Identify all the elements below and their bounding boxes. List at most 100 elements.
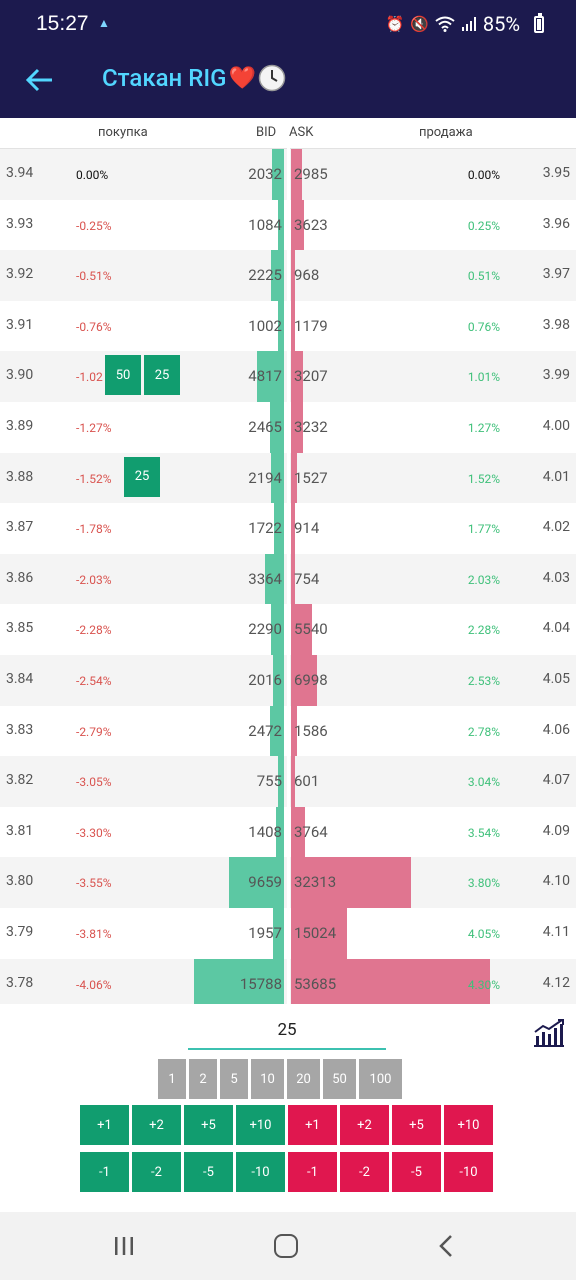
bid-price: 3.86	[6, 569, 34, 586]
ask-volume-bar	[291, 351, 303, 402]
bid-price: 3.82	[6, 772, 34, 789]
ask-price: 4.04	[542, 620, 570, 637]
ask-volume-bar	[291, 452, 297, 504]
bid-percent: -1.52%	[76, 471, 112, 486]
heart-icon: ❤️	[228, 65, 256, 91]
bid-volume-bar	[271, 452, 284, 504]
buy-step-button[interactable]: -5	[184, 1152, 233, 1192]
ask-volume-bar	[291, 401, 303, 453]
bid-price: 3.94	[6, 165, 34, 181]
ask-volume: 1586	[294, 721, 328, 740]
ask-volume: 1179	[294, 316, 328, 335]
quantity-presets: 1 2 5 10 20 50 100	[158, 1059, 402, 1099]
bid-volume-bar	[272, 149, 284, 200]
preset-50-button[interactable]: 50	[323, 1059, 356, 1099]
ask-percent: 1.77%	[467, 522, 500, 537]
sell-step-button[interactable]: +1	[288, 1105, 337, 1145]
ask-percent: 2.28%	[467, 623, 500, 638]
bid-volume: 1084	[248, 215, 282, 234]
home-icon[interactable]	[274, 1234, 298, 1258]
ask-volume-bar	[291, 604, 312, 655]
bid-percent: -4.06%	[76, 977, 112, 992]
bid-volume-bar	[274, 503, 284, 554]
bid-volume: 1408	[248, 822, 282, 841]
preset-1-button[interactable]: 1	[158, 1059, 186, 1099]
chart-icon[interactable]	[532, 1018, 566, 1048]
book-header: покупка BID ASK продажа	[0, 118, 576, 148]
sell-step-button[interactable]: +2	[340, 1105, 389, 1145]
bid-price: 3.83	[6, 721, 34, 738]
preset-2-button[interactable]: 2	[189, 1059, 217, 1099]
ask-volume: 968	[294, 266, 320, 285]
bid-percent: -0.76%	[76, 319, 112, 334]
title-emoji: ❤️	[228, 64, 286, 92]
bid-price: 3.85	[6, 620, 34, 637]
ask-percent: 2.78%	[467, 724, 500, 739]
header-buy: покупка	[98, 125, 148, 140]
app-bar: Стакан RIG ❤️	[0, 50, 576, 118]
signal-icon	[461, 17, 476, 31]
bid-percent: -1.78%	[76, 522, 112, 537]
ask-percent: 3.54%	[467, 825, 500, 840]
bid-volume-bar	[276, 806, 284, 858]
preset-10-button[interactable]: 10	[251, 1059, 284, 1099]
buy-step-button[interactable]: -10	[236, 1152, 285, 1192]
bid-price: 3.90	[6, 367, 34, 384]
header-ask: ASK	[289, 125, 314, 140]
bid-percent: 0.00%	[76, 168, 109, 182]
page-title: Стакан RIG ❤️	[102, 64, 286, 92]
ask-volume-bar	[291, 756, 295, 807]
ask-volume: 1527	[294, 468, 328, 487]
ask-volume-bar	[291, 958, 490, 1010]
buy-step-button[interactable]: +5	[184, 1105, 233, 1145]
bid-volume: 755	[256, 772, 282, 791]
bid-price: 3.93	[6, 215, 34, 232]
ask-price: 4.09	[542, 822, 570, 839]
bid-percent: -2.54%	[76, 673, 112, 688]
sell-step-button[interactable]: -1	[288, 1152, 337, 1192]
sell-step-button[interactable]: +5	[392, 1105, 441, 1145]
buy-step-button[interactable]: +10	[236, 1105, 285, 1145]
ask-volume: 15024	[294, 923, 337, 942]
bid-volume: 2225	[248, 266, 282, 285]
wifi-icon	[435, 16, 455, 32]
bid-percent: -3.81%	[76, 926, 112, 941]
buy-step-button[interactable]: +2	[132, 1105, 181, 1145]
ask-volume: 914	[294, 519, 320, 538]
buy-step-button[interactable]: -1	[80, 1152, 129, 1192]
ask-volume-bar	[291, 806, 305, 858]
pending-order-chip[interactable]: 50	[105, 355, 141, 396]
sell-step-button[interactable]: +10	[444, 1105, 493, 1145]
quantity-input[interactable]: 25	[277, 1020, 297, 1040]
status-time: 15:27	[36, 12, 89, 35]
ask-price: 4.11	[542, 923, 570, 940]
bid-volume: 4817	[248, 367, 282, 386]
recent-apps-icon[interactable]	[114, 1236, 134, 1256]
ask-volume-bar	[291, 250, 295, 301]
sell-step-button[interactable]: -10	[444, 1152, 493, 1192]
back-arrow-icon[interactable]	[22, 62, 58, 98]
book-divider	[287, 148, 290, 1004]
preset-20-button[interactable]: 20	[287, 1059, 320, 1099]
sell-step-button[interactable]: -5	[392, 1152, 441, 1192]
buy-step-button[interactable]: -2	[132, 1152, 181, 1192]
sell-step-button[interactable]: -2	[340, 1152, 389, 1192]
preset-100-button[interactable]: 100	[359, 1059, 402, 1099]
bid-volume: 3364	[248, 569, 282, 588]
ask-volume-bar	[291, 654, 317, 706]
ask-percent: 0.25%	[467, 218, 500, 233]
bid-percent: -2.03%	[76, 572, 112, 587]
ask-price: 4.12	[542, 974, 570, 991]
preset-5-button[interactable]: 5	[220, 1059, 248, 1099]
buy-step-button[interactable]: +1	[80, 1105, 129, 1145]
ask-percent: 0.76%	[467, 319, 500, 334]
pending-order-chip[interactable]: 25	[124, 456, 160, 497]
ask-percent: 3.04%	[467, 775, 500, 790]
pending-order-chip[interactable]: 25	[144, 355, 180, 396]
nav-back-icon[interactable]	[438, 1234, 454, 1258]
plus-step-row: +1 +2 +5 +10 +1 +2 +5 +10	[80, 1105, 493, 1145]
ask-percent: 0.00%	[467, 168, 500, 182]
ask-volume-bar	[291, 553, 295, 605]
ask-price: 3.99	[542, 367, 570, 384]
ask-price: 4.05	[542, 670, 570, 687]
